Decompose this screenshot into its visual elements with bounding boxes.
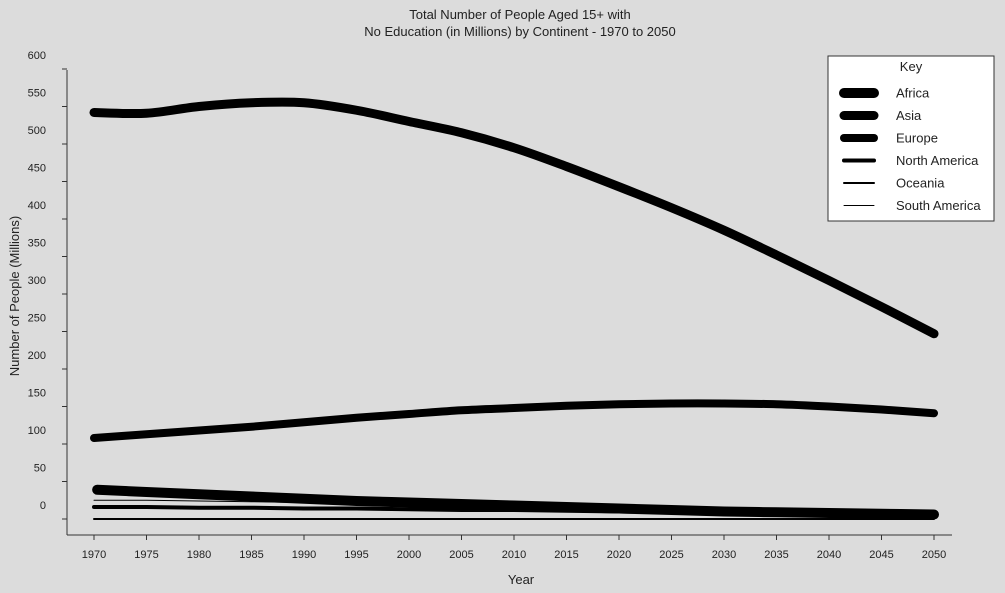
x-axis-ticks: 1970 1975 1980 1985 1990 1995 2000 2005 2010 2015… [82, 535, 946, 561]
x-tick-label: 1995 [344, 549, 368, 561]
legend-label-south-america: South America [896, 198, 981, 213]
legend-label-africa: Africa [896, 86, 930, 101]
y-tick-label: 500 [28, 125, 46, 137]
chart-title: Total Number of People Aged 15+ with No … [364, 7, 675, 39]
x-tick-label: 1975 [134, 549, 158, 561]
x-tick-label: 2045 [869, 549, 893, 561]
series-line-north-america [92, 504, 936, 518]
x-tick-label: 2035 [764, 549, 788, 561]
y-tick-label: 50 [34, 463, 46, 475]
x-tick-label: 2015 [554, 549, 578, 561]
y-tick-label: 300 [28, 275, 46, 287]
chart-title-line-2: No Education (in Millions) by Continent … [364, 24, 675, 39]
x-tick-label: 1990 [292, 549, 316, 561]
x-tick-label: 2050 [922, 549, 946, 561]
x-tick-label: 1980 [187, 549, 211, 561]
chart-title-line-1: Total Number of People Aged 15+ with [409, 7, 631, 22]
y-tick-label: 100 [28, 425, 46, 437]
y-axis-label: Number of People (Millions) [7, 216, 22, 376]
series-lines [89, 97, 939, 520]
x-tick-label: 1970 [82, 549, 106, 561]
series-line-asia [89, 97, 939, 339]
legend-label-asia: Asia [896, 108, 922, 123]
legend-label-north-america: North America [896, 153, 979, 168]
y-axis-ticks: 0 50 100 150 200 250 300 350 400 450 500 550 600 [28, 50, 67, 520]
y-tick-label: 400 [28, 200, 46, 212]
x-tick-label: 2025 [659, 549, 683, 561]
x-axis-label: Year [508, 572, 535, 587]
y-tick-label: 200 [28, 350, 46, 362]
y-tick-label: 150 [28, 388, 46, 400]
x-tick-label: 2005 [449, 549, 473, 561]
x-tick-label: 2010 [502, 549, 526, 561]
legend: Key Africa Asia Europe North America Oceania… [827, 55, 995, 222]
x-tick-label: 2030 [712, 549, 736, 561]
legend-items: Africa Asia Europe North America Oceania Sout… [839, 86, 981, 213]
y-tick-label: 450 [28, 163, 46, 175]
x-tick-label: 2040 [817, 549, 841, 561]
x-tick-label: 1985 [239, 549, 263, 561]
series-line-south-america [93, 499, 935, 518]
legend-label-oceania: Oceania [896, 176, 945, 191]
legend-label-europe: Europe [896, 131, 938, 146]
series-line-europe [90, 399, 938, 442]
x-tick-label: 2000 [397, 549, 421, 561]
y-tick-label: 550 [28, 88, 46, 100]
y-tick-label: 0 [40, 500, 46, 512]
y-tick-label: 350 [28, 238, 46, 250]
x-tick-label: 2020 [607, 549, 631, 561]
y-tick-label: 600 [28, 50, 46, 62]
legend-title: Key [900, 59, 923, 74]
y-tick-label: 250 [28, 313, 46, 325]
